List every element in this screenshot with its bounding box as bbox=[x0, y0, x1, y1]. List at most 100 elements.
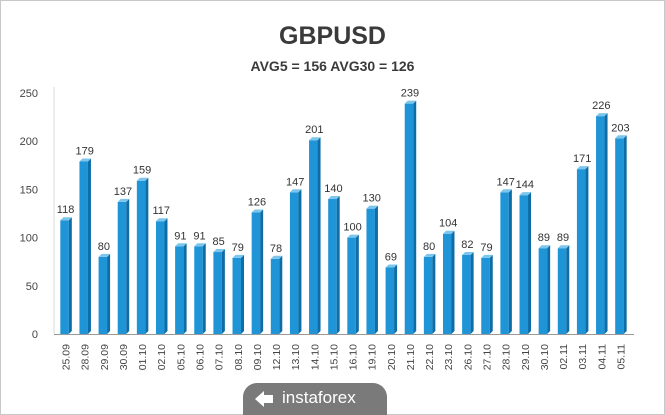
data-label: 137 bbox=[114, 186, 132, 198]
bar-top bbox=[519, 192, 532, 196]
bar-side bbox=[317, 137, 321, 334]
bar-side bbox=[585, 166, 589, 334]
bar bbox=[60, 217, 72, 334]
data-label: 126 bbox=[248, 197, 266, 209]
bar bbox=[213, 249, 225, 334]
bar-front bbox=[481, 257, 490, 334]
bar-top bbox=[328, 196, 340, 200]
bar bbox=[500, 189, 512, 334]
bar-side bbox=[547, 245, 551, 334]
bar-front bbox=[385, 267, 395, 334]
x-tick-label: 15.10 bbox=[328, 344, 340, 370]
bar-front bbox=[538, 248, 548, 334]
bar-side bbox=[87, 158, 91, 334]
bar-top bbox=[79, 158, 91, 162]
bar-top bbox=[462, 251, 474, 255]
bar-top bbox=[213, 249, 225, 253]
bar-front bbox=[576, 169, 586, 334]
bar-front bbox=[423, 256, 433, 334]
bar-front bbox=[557, 248, 567, 334]
data-label: 130 bbox=[363, 193, 381, 205]
x-tick-label: 07.10 bbox=[214, 344, 226, 370]
bar-front bbox=[328, 199, 337, 334]
data-label: 80 bbox=[423, 241, 435, 253]
y-tick-label: 100 bbox=[20, 233, 38, 245]
bar-front bbox=[213, 252, 222, 334]
bar-front bbox=[98, 256, 108, 334]
x-tick-label: 20.10 bbox=[386, 344, 398, 370]
bar-side bbox=[394, 264, 398, 334]
bar-top bbox=[232, 254, 245, 258]
bar-front bbox=[519, 195, 529, 334]
bar-top bbox=[385, 264, 398, 268]
data-label: 201 bbox=[305, 124, 323, 136]
y-tick-label: 150 bbox=[20, 184, 38, 196]
bar-top bbox=[136, 177, 149, 181]
bar-side bbox=[413, 100, 417, 334]
bar-side bbox=[528, 192, 532, 334]
bar-side bbox=[202, 243, 206, 334]
bar-top bbox=[615, 135, 627, 139]
bar-top bbox=[404, 100, 417, 104]
x-tick-label: 14.10 bbox=[309, 344, 321, 370]
bar-top bbox=[500, 189, 512, 193]
bar-front bbox=[270, 258, 280, 334]
bar bbox=[232, 254, 245, 334]
bar bbox=[155, 218, 168, 334]
bar-top bbox=[117, 198, 130, 202]
bar-side bbox=[260, 209, 264, 334]
x-tick-label: 05.11 bbox=[615, 344, 627, 370]
y-tick-label: 50 bbox=[26, 281, 38, 293]
x-tick-label: 03.11 bbox=[577, 344, 589, 370]
bar bbox=[309, 137, 321, 334]
bar bbox=[385, 264, 398, 334]
x-tick-label: 23.10 bbox=[443, 344, 455, 370]
x-tick-label: 29.09 bbox=[99, 344, 111, 370]
x-tick-label: 27.10 bbox=[482, 344, 494, 370]
bar bbox=[481, 254, 493, 334]
x-tick-label: 25.09 bbox=[61, 344, 73, 370]
bar-top bbox=[270, 255, 283, 259]
bar bbox=[596, 113, 608, 334]
bar bbox=[194, 243, 206, 334]
bar-side bbox=[145, 177, 149, 334]
y-tick-label: 200 bbox=[20, 136, 38, 148]
x-tick-label: 30.10 bbox=[539, 344, 551, 370]
bar-side bbox=[68, 217, 72, 334]
bar bbox=[366, 205, 378, 334]
x-tick-label: 21.10 bbox=[405, 344, 417, 370]
bar bbox=[289, 189, 302, 334]
bar-side bbox=[164, 218, 168, 334]
bar-top bbox=[596, 113, 608, 117]
bar-top bbox=[309, 137, 321, 141]
bar-side bbox=[336, 196, 340, 334]
data-label: 82 bbox=[461, 239, 473, 251]
data-label: 179 bbox=[76, 145, 94, 157]
bar-top bbox=[557, 245, 570, 249]
bar-front bbox=[155, 221, 165, 334]
x-tick-label: 02.11 bbox=[558, 344, 570, 370]
bar-side bbox=[107, 253, 111, 334]
bar bbox=[251, 209, 264, 334]
bar-side bbox=[374, 205, 378, 334]
bar bbox=[175, 243, 187, 334]
bar-top bbox=[423, 253, 436, 257]
y-tick-label: 250 bbox=[20, 88, 38, 100]
data-label: 203 bbox=[611, 122, 629, 134]
x-tick-label: 01.10 bbox=[137, 344, 149, 370]
bar-top bbox=[155, 218, 168, 222]
data-label: 104 bbox=[439, 218, 457, 230]
data-label: 85 bbox=[213, 236, 225, 248]
bar-front bbox=[500, 192, 509, 334]
bar-side bbox=[432, 253, 436, 334]
y-tick-label: 0 bbox=[32, 329, 38, 341]
bar-front bbox=[347, 237, 356, 334]
bar-series bbox=[60, 100, 627, 334]
x-tick-label: 19.10 bbox=[367, 344, 379, 370]
data-label: 140 bbox=[324, 183, 342, 195]
bar-top bbox=[481, 254, 493, 258]
bar-front bbox=[251, 212, 261, 334]
bar bbox=[136, 177, 149, 334]
bar-side bbox=[183, 243, 187, 334]
